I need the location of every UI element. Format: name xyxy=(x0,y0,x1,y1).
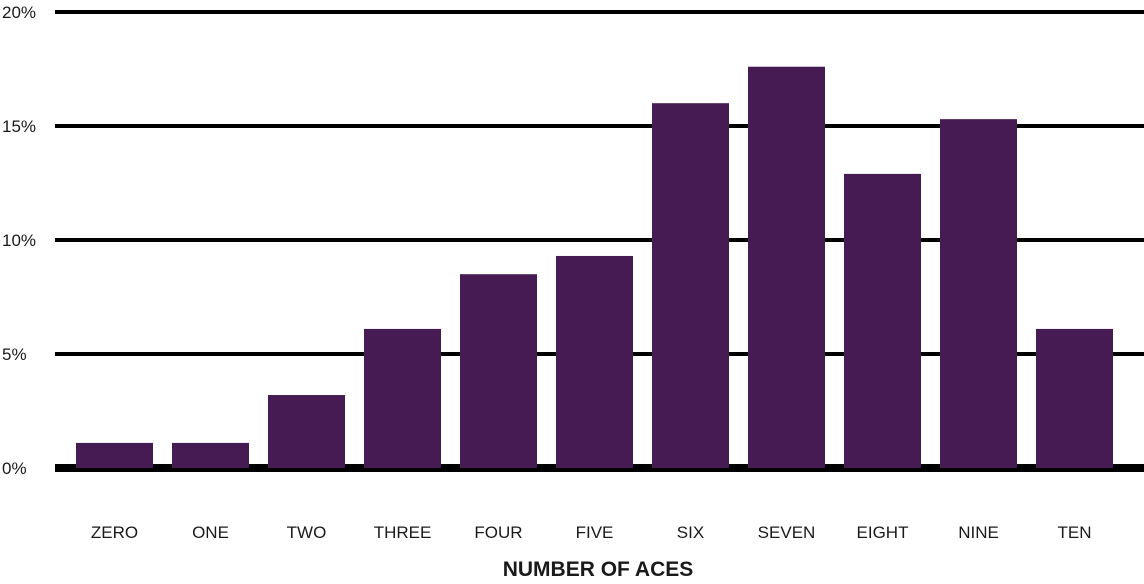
bar-ten xyxy=(1036,329,1113,468)
y-tick-label: 20% xyxy=(2,3,36,22)
x-category-label: FIVE xyxy=(576,523,614,542)
bar-eight xyxy=(844,174,921,468)
bar-five xyxy=(556,256,633,468)
bar-one xyxy=(172,443,249,468)
x-category-label: FOUR xyxy=(474,523,522,542)
x-category-label: THREE xyxy=(374,523,432,542)
y-tick-label: 15% xyxy=(2,117,36,136)
bar-six xyxy=(652,103,729,468)
x-category-label: SIX xyxy=(677,523,704,542)
x-category-label: ZERO xyxy=(91,523,138,542)
bar-three xyxy=(364,329,441,468)
x-category-label: NINE xyxy=(958,523,999,542)
y-tick-label: 5% xyxy=(2,345,27,364)
x-axis-category-labels: ZERO ONE TWO THREE FOUR FIVE SIX SEVEN EIGHT NINE… xyxy=(91,523,1092,542)
x-axis-title: NUMBER OF ACES xyxy=(503,558,694,581)
x-category-label: TEN xyxy=(1058,523,1092,542)
y-tick-label: 0% xyxy=(2,459,27,478)
y-tick-label: 10% xyxy=(2,231,36,250)
x-category-label: EIGHT xyxy=(857,523,909,542)
bar-nine xyxy=(940,119,1017,468)
bar-two xyxy=(268,395,345,468)
x-category-label: SEVEN xyxy=(758,523,816,542)
bar-zero xyxy=(76,443,153,468)
x-category-label: ONE xyxy=(192,523,229,542)
bar-seven xyxy=(748,67,825,468)
x-category-label: TWO xyxy=(287,523,327,542)
bar-four xyxy=(460,274,537,468)
y-axis-tick-labels: 0% 5% 10% 15% 20% xyxy=(2,3,36,478)
